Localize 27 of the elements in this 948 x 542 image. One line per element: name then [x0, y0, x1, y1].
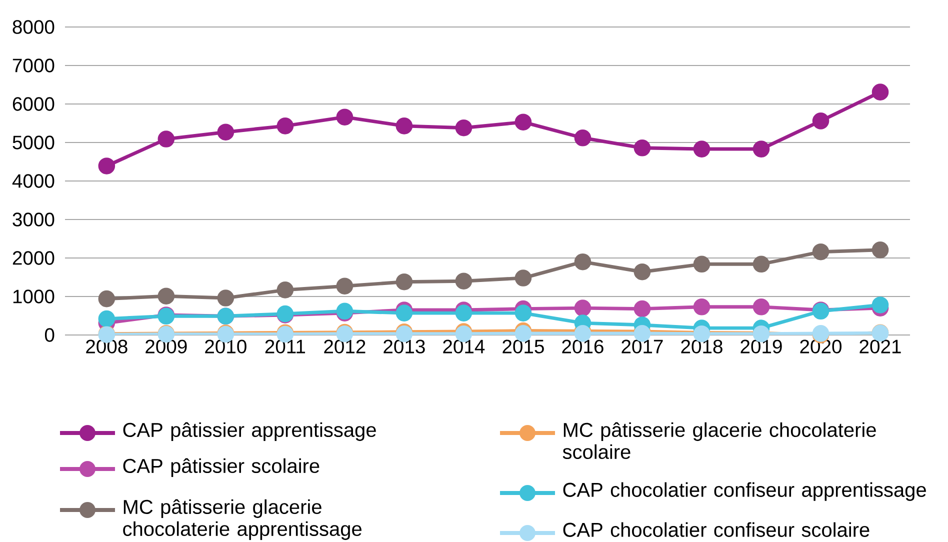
legend-label: CAP chocolatier confiseur scolaire	[563, 522, 870, 537]
y-tick-label: 2000	[12, 251, 54, 265]
x-tick-label: 2011	[265, 340, 306, 354]
y-tick-label: 3000	[12, 212, 54, 226]
x-tick-label: 2018	[681, 340, 722, 354]
x-tick-label: 2017	[622, 340, 663, 354]
legend-label: CAP pâtissier apprentissage	[123, 422, 376, 441]
x-tick-label: 2012	[324, 340, 366, 354]
x-tick-label: 2015	[502, 340, 544, 354]
x-tick-label: 2021	[860, 340, 901, 354]
y-tick-label: 4000	[12, 174, 54, 188]
x-tick-label: 2010	[205, 340, 246, 354]
y-tick-label: 8000	[12, 20, 54, 34]
legend-label: CAP chocolatier confiseur apprentissage	[563, 482, 926, 501]
x-tick-label: 2016	[562, 340, 604, 354]
y-tick-label: 7000	[12, 58, 54, 72]
x-tick-label: 2014	[443, 340, 485, 354]
legend-label: MC pâtisserie glacerie chocolaterie scolaire	[562, 422, 876, 460]
x-tick-label: 2013	[384, 340, 425, 354]
y-tick-label: 0	[44, 328, 54, 342]
x-tick-label: 2019	[740, 340, 782, 354]
x-tick-label: 2009	[146, 340, 187, 354]
legend-label: CAP pâtissier scolaire	[123, 458, 320, 477]
y-tick-label: 1000	[13, 290, 54, 304]
y-tick-label: 6000	[12, 97, 54, 111]
y-tick-label: 5000	[12, 136, 54, 150]
legend-label: MC pâtisserie glacerie chocolaterie apprentissage	[123, 499, 362, 540]
